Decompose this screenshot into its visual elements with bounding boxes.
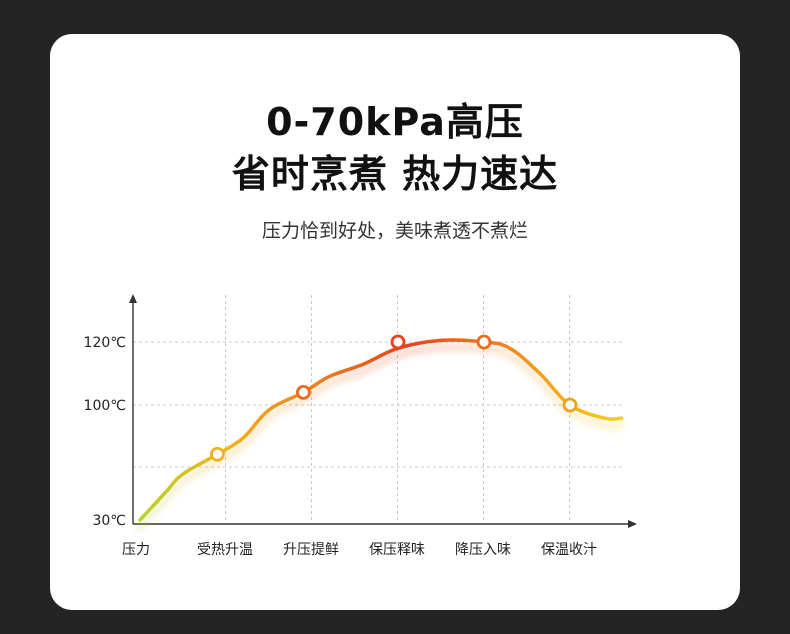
subtitle: 压力恰到好处，美味煮透不煮烂 [261,220,528,242]
x-category-label: 降压入味 [455,542,511,558]
temperature-curve [138,338,624,522]
y-tick-label: 30℃ [92,513,126,529]
headline-benefit: 省时烹煮 热力速达 [231,152,559,196]
x-category-label: 压力 [122,542,150,558]
curve-group [135,338,627,532]
data-point-marker [476,334,492,350]
content-card [50,34,740,610]
grid [133,295,622,524]
x-category-label: 保压释味 [369,542,425,558]
axes [129,294,637,528]
y-tick-label: 100℃ [84,398,126,414]
x-category-label: 保温收汁 [541,542,597,558]
headline-pressure: 0-70kPa高压 [266,100,524,144]
curve-shadow [135,342,627,532]
data-point-marker [209,446,225,462]
data-point-marker [562,397,578,413]
y-axis-arrow-icon [129,294,137,303]
x-category-label: 受热升温 [197,542,253,558]
data-point-marker [390,334,406,350]
data-point-marker [295,384,311,400]
tick-labels: 30℃ 100℃ 120℃ 压力 受热升温 升压提鲜 保压释味 降压入味 保温收汁 [84,335,597,558]
y-tick-label: 120℃ [84,335,126,351]
x-category-label: 升压提鲜 [283,542,339,558]
x-axis-arrow-icon [628,520,637,528]
markers [209,334,578,462]
